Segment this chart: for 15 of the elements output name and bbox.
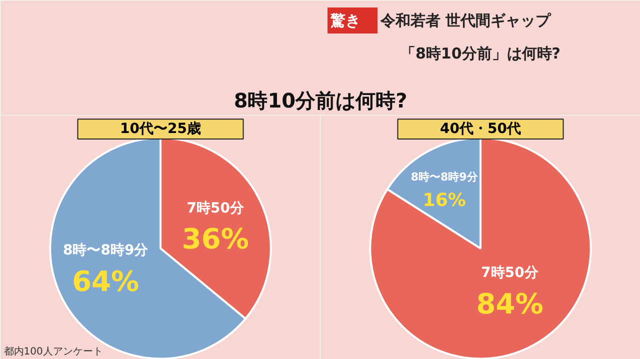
text: 令和若者 世代間ギャップ bbox=[380, 12, 552, 30]
data-label: 36% bbox=[182, 222, 249, 256]
chart-title: 10代〜25歳 bbox=[120, 121, 201, 138]
data-label: 16% bbox=[422, 190, 466, 211]
data-label: 64% bbox=[72, 264, 140, 298]
slice-label: 7時50分 bbox=[186, 200, 246, 216]
text: 驚き bbox=[330, 12, 360, 30]
slice-label: 8時〜8時9分 bbox=[410, 170, 479, 184]
data-label: 84% bbox=[476, 287, 544, 320]
slice-label: 7時50分 bbox=[481, 265, 540, 282]
chart-title: 40代・50代 bbox=[440, 121, 521, 138]
slice-label: 8時〜8時9分 bbox=[62, 242, 150, 259]
text: 8時10分前は何時? bbox=[234, 88, 408, 112]
text: 「8時10分前」は何時? bbox=[400, 44, 561, 62]
text: 都内100人アンケート bbox=[4, 346, 103, 358]
